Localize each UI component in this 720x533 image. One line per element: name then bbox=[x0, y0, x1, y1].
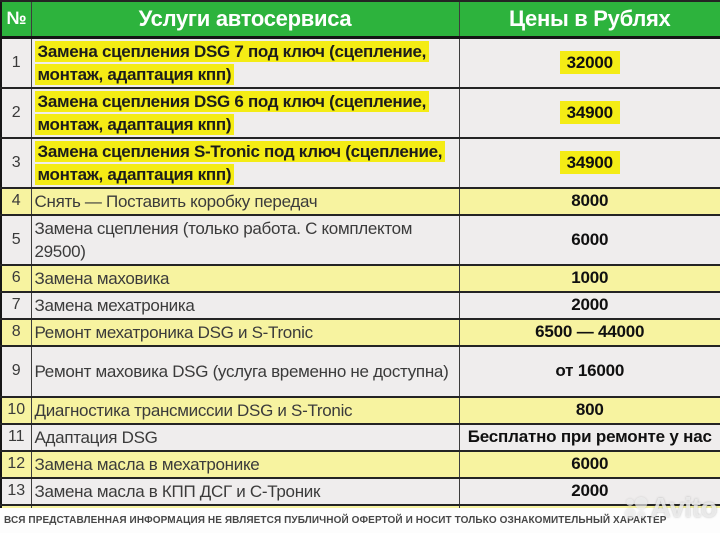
table-row: 10 Диагностика трансмиссии DSG и S-Troni… bbox=[0, 395, 720, 425]
price-text: 8000 bbox=[571, 191, 609, 210]
price-cell: Бесплатно при ремонте у нас bbox=[458, 422, 720, 452]
table-row: 11 Адаптация DSG Бесплатно при ремонте у… bbox=[0, 422, 720, 452]
service-text: Диагностика трансмиссии DSG и S-Tronic bbox=[34, 400, 353, 420]
price-cell: 2000 bbox=[458, 476, 720, 506]
row-number: 7 bbox=[0, 290, 32, 320]
service-text: Замена сцепления (только работа. С компл… bbox=[34, 218, 413, 261]
row-number: 5 bbox=[0, 213, 32, 266]
table-row: 6 Замена маховика 1000 bbox=[0, 263, 720, 293]
price-text: 2000 bbox=[571, 295, 609, 314]
price-text: 2000 bbox=[571, 481, 609, 500]
row-number: 10 bbox=[0, 395, 32, 425]
row-number: 12 bbox=[0, 449, 32, 479]
row-number: 13 bbox=[0, 476, 32, 506]
price-text: 800 bbox=[575, 400, 604, 419]
table-row: 7 Замена мехатроника 2000 bbox=[0, 290, 720, 320]
service-cell: Замена масла в мехатронике bbox=[30, 449, 460, 479]
service-text: Ремонт мехатроника DSG и S-Tronic bbox=[34, 322, 314, 342]
price-text: 6000 bbox=[571, 229, 609, 249]
row-number: 1 bbox=[0, 36, 32, 89]
price-cell: 2000 bbox=[458, 290, 720, 320]
price-cell: от 16000 bbox=[458, 344, 720, 398]
row-number: 11 bbox=[0, 422, 32, 452]
service-cell: Замена масла в КПП ДСГ и С-Троник bbox=[30, 476, 460, 506]
price-text: 34900 bbox=[559, 100, 620, 124]
row-number: 6 bbox=[0, 263, 32, 293]
service-cell: Адаптация DSG bbox=[30, 422, 460, 452]
price-cell: 32000 bbox=[458, 36, 720, 89]
service-cell: Ремонт мехатроника DSG и S-Tronic bbox=[30, 317, 460, 347]
service-text: Замена сцепления S-Tronic под ключ (сцеп… bbox=[34, 140, 446, 185]
table-row: 9 Ремонт маховика DSG (услуга временно н… bbox=[0, 344, 720, 398]
row-number: 4 bbox=[0, 186, 32, 216]
table-row: 8 Ремонт мехатроника DSG и S-Tronic 6500… bbox=[0, 317, 720, 347]
table-body: 1 Замена сцепления DSG 7 под ключ (сцепл… bbox=[0, 36, 720, 533]
service-text: Замена масла в КПП ДСГ и С-Троник bbox=[34, 481, 321, 501]
header-number: № bbox=[0, 0, 32, 39]
price-cell: 1000 bbox=[458, 263, 720, 293]
table-row: 3 Замена сцепления S-Tronic под ключ (сц… bbox=[0, 136, 720, 189]
service-cell: Замена сцепления S-Tronic под ключ (сцеп… bbox=[30, 136, 460, 189]
service-cell: Диагностика трансмиссии DSG и S-Tronic bbox=[30, 395, 460, 425]
price-text: от 16000 bbox=[555, 361, 625, 380]
service-text: Замена мехатроника bbox=[34, 295, 195, 315]
service-text: Замена сцепления DSG 7 под ключ (сцеплен… bbox=[34, 40, 430, 85]
table-header: № Услуги автосервиса Цены в Рублях bbox=[0, 0, 720, 39]
service-text: Адаптация DSG bbox=[34, 427, 158, 447]
row-number: 8 bbox=[0, 317, 32, 347]
table-row: 1 Замена сцепления DSG 7 под ключ (сцепл… bbox=[0, 36, 720, 89]
service-cell: Снять — Поставить коробку передач bbox=[30, 186, 460, 216]
service-cell: Замена маховика bbox=[30, 263, 460, 293]
price-cell: 8000 bbox=[458, 186, 720, 216]
price-text: 1000 bbox=[571, 268, 609, 287]
service-cell: Замена сцепления DSG 6 под ключ (сцеплен… bbox=[30, 86, 460, 139]
service-text: Замена маховика bbox=[34, 268, 170, 288]
header-services: Услуги автосервиса bbox=[30, 0, 460, 39]
price-text: 6000 bbox=[571, 454, 609, 473]
service-text: Ремонт маховика DSG (услуга временно не … bbox=[34, 361, 449, 381]
table-row: 12 Замена масла в мехатронике 6000 bbox=[0, 449, 720, 479]
price-cell: 34900 bbox=[458, 136, 720, 189]
table-row: 5 Замена сцепления (только работа. С ком… bbox=[0, 213, 720, 266]
service-cell: Замена сцепления DSG 7 под ключ (сцеплен… bbox=[30, 36, 460, 89]
price-cell: 6500 — 44000 bbox=[458, 317, 720, 347]
table-row: 13 Замена масла в КПП ДСГ и С-Троник 200… bbox=[0, 476, 720, 506]
row-number: 9 bbox=[0, 344, 32, 398]
disclaimer-text: ВСЯ ПРЕДСТАВЛЕННАЯ ИНФОРМАЦИЯ НЕ ЯВЛЯЕТС… bbox=[0, 508, 720, 533]
service-text: Снять — Поставить коробку передач bbox=[34, 191, 318, 211]
service-text: Замена масла в мехатронике bbox=[34, 454, 260, 474]
price-cell: 34900 bbox=[458, 86, 720, 139]
row-number: 3 bbox=[0, 136, 32, 189]
price-text: 32000 bbox=[559, 50, 620, 74]
row-number: 2 bbox=[0, 86, 32, 139]
table-row: 4 Снять — Поставить коробку передач 8000 bbox=[0, 186, 720, 216]
table-row: 2 Замена сцепления DSG 6 под ключ (сцепл… bbox=[0, 86, 720, 139]
price-text: 6500 — 44000 bbox=[535, 322, 645, 341]
price-cell: 800 bbox=[458, 395, 720, 425]
price-text: Бесплатно при ремонте у нас bbox=[467, 427, 712, 446]
price-cell: 6000 bbox=[458, 213, 720, 266]
service-cell: Замена мехатроника bbox=[30, 290, 460, 320]
service-text: Замена сцепления DSG 6 под ключ (сцеплен… bbox=[34, 90, 430, 135]
header-prices: Цены в Рублях bbox=[458, 0, 720, 39]
service-cell: Замена сцепления (только работа. С компл… bbox=[30, 213, 460, 266]
price-text: 34900 bbox=[559, 150, 620, 174]
price-cell: 6000 bbox=[458, 449, 720, 479]
service-cell: Ремонт маховика DSG (услуга временно не … bbox=[30, 344, 460, 398]
header-row: № Услуги автосервиса Цены в Рублях bbox=[0, 0, 720, 39]
